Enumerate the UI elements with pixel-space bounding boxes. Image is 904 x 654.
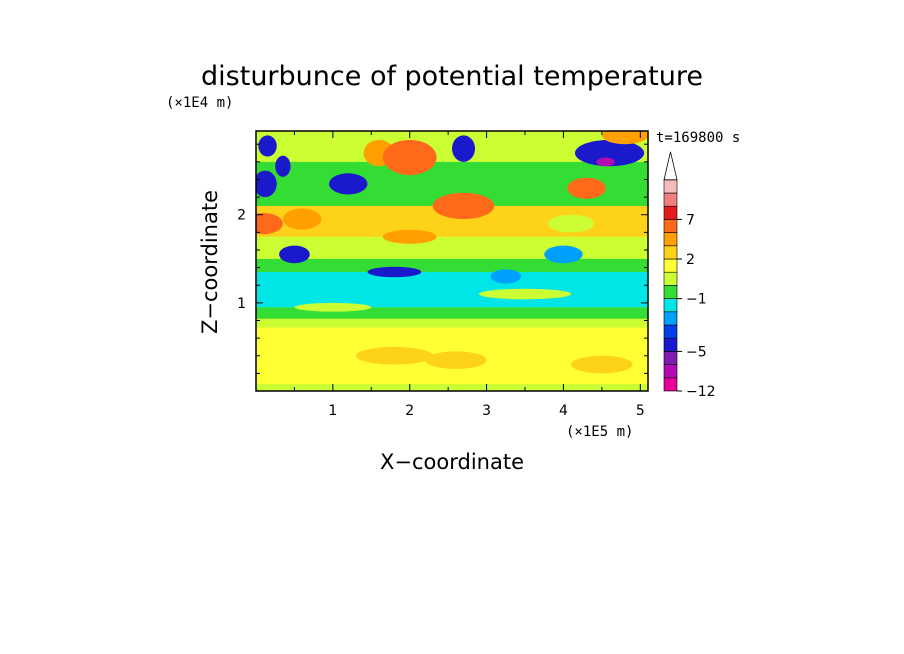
y-tick-label: 2	[237, 208, 246, 224]
y-axis: 12	[237, 143, 648, 374]
colorbar-segment	[663, 205, 678, 220]
x-tick-label: 1	[328, 403, 337, 419]
field-feature	[256, 170, 277, 198]
field-feature	[567, 177, 606, 199]
field-feature	[282, 208, 322, 230]
x-axis: 1 2 3 4 5	[293, 131, 645, 419]
colorbar-label: −12	[686, 384, 716, 400]
colorbar-extend-triangle	[663, 151, 678, 181]
colorbar-segment	[663, 285, 678, 299]
field-feature	[490, 269, 522, 284]
field-feature	[425, 351, 487, 369]
colorbar-segment	[663, 337, 678, 352]
field-feature	[478, 288, 572, 300]
x-tick-label: 3	[482, 403, 491, 419]
field-feature	[601, 131, 648, 145]
field-feature	[258, 135, 277, 157]
colorbar-label: 7	[686, 212, 695, 228]
field-feature	[452, 135, 476, 162]
field-feature	[382, 229, 437, 244]
y-axis-label: Z−coordinate	[198, 190, 222, 334]
colorbar-label: −5	[686, 344, 707, 360]
field-feature	[548, 214, 595, 233]
field-feature	[571, 355, 633, 374]
field-band	[256, 236, 648, 259]
colorbar: −12−5−127	[663, 151, 716, 400]
plot-frame	[255, 130, 649, 392]
field-feature	[275, 155, 291, 177]
chart-title: disturbunce of potential temperature	[201, 61, 703, 92]
field-feature	[279, 245, 310, 264]
field-band	[256, 307, 648, 319]
field-feature	[355, 346, 433, 365]
field-feature	[432, 192, 495, 220]
x-tick-label: 5	[636, 403, 645, 419]
colorbar-segment	[663, 245, 678, 260]
colorbar-segment	[663, 258, 678, 273]
field-feature	[596, 157, 615, 167]
y-unit-label: (×1E4 m)	[166, 95, 233, 111]
colorbar-segment	[663, 351, 678, 365]
field-feature	[329, 173, 368, 195]
field-feature	[294, 302, 372, 312]
colorbar-segment	[663, 364, 678, 379]
colorbar-segment	[663, 324, 678, 339]
colorbar-label: 2	[686, 252, 695, 268]
heatmap-field	[256, 131, 648, 391]
field-band	[256, 318, 648, 328]
colorbar-label: −1	[686, 292, 707, 308]
colorbar-segment	[663, 298, 678, 313]
field-band	[256, 258, 648, 273]
field-band	[256, 272, 648, 308]
time-label: t=169800 s	[656, 130, 740, 146]
colorbar-segment	[663, 192, 678, 207]
colorbar-segment	[663, 377, 678, 392]
colorbar-segment	[663, 179, 678, 194]
colorbar-segment	[663, 219, 678, 233]
field-feature	[574, 139, 645, 167]
colorbar-segment	[663, 311, 678, 326]
colorbar-segment	[663, 271, 678, 286]
x-axis-label: X−coordinate	[380, 450, 524, 474]
x-tick-label: 4	[559, 403, 568, 419]
field-feature	[256, 212, 283, 235]
colorbar-segment	[663, 232, 678, 247]
x-tick-label: 2	[405, 403, 414, 419]
field-feature	[382, 139, 437, 176]
field-band	[256, 383, 648, 391]
y-tick-label: 1	[237, 296, 246, 312]
field-feature	[367, 266, 422, 278]
field-feature	[544, 245, 583, 264]
x-unit-label: (×1E5 m)	[566, 424, 633, 440]
